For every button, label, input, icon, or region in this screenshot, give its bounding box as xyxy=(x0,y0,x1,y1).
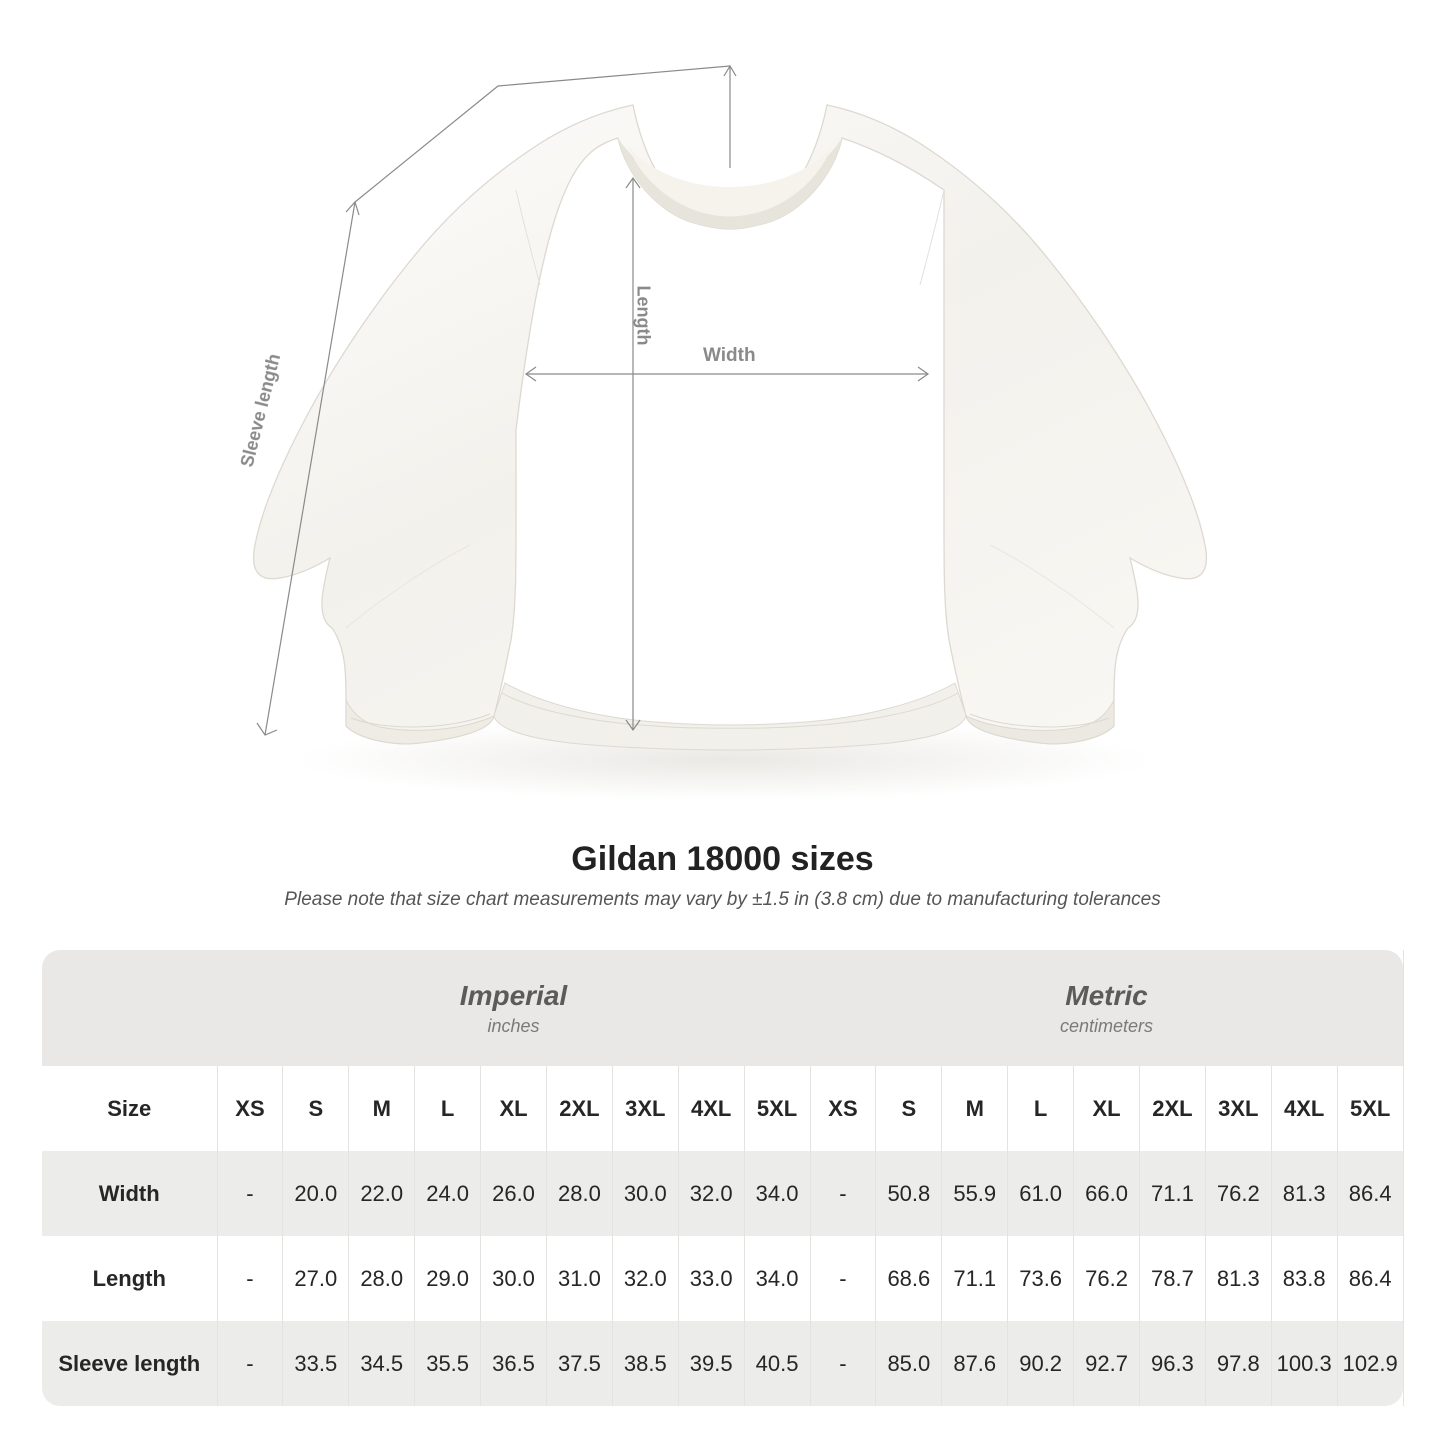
svg-text:Width: Width xyxy=(703,345,756,366)
